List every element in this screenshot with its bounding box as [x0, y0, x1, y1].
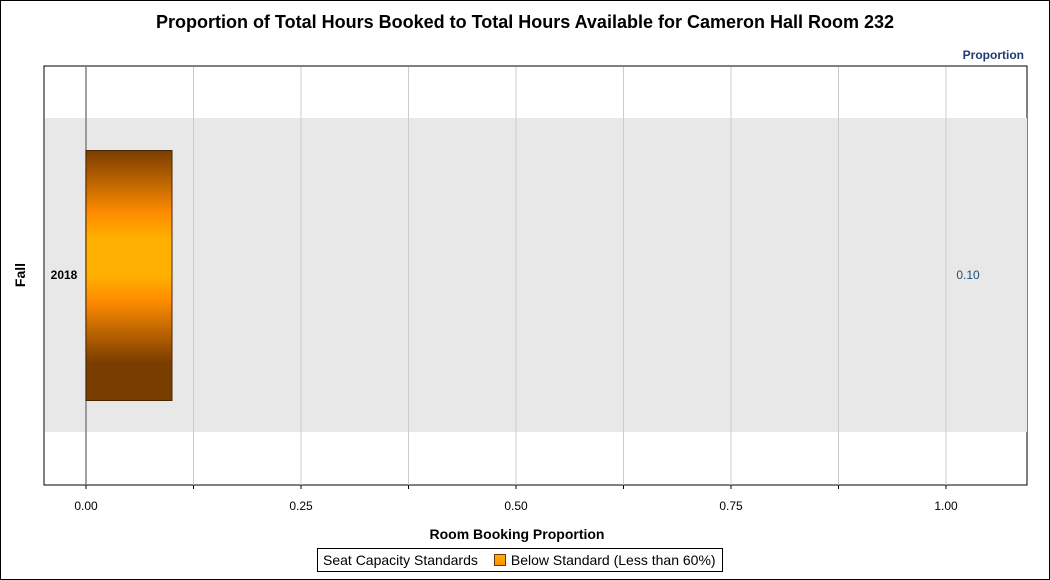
category-band-2018 — [45, 118, 1027, 432]
legend-entry-below-standard: Below Standard (Less than 60%) — [510, 552, 716, 568]
bar-2018 — [85, 150, 173, 401]
value-axis-caption: Proportion — [963, 48, 1024, 62]
chart-title: Proportion of Total Hours Booked to Tota… — [156, 12, 894, 32]
x-tick-label: 0.50 — [504, 499, 528, 513]
legend: Seat Capacity Standards Below Standard (… — [317, 548, 723, 572]
category-label-2018: 2018 — [51, 268, 78, 282]
x-axis-label: Room Booking Proportion — [430, 526, 605, 542]
x-tick-label: 0.00 — [74, 499, 98, 513]
legend-title: Seat Capacity Standards — [323, 552, 478, 568]
x-tick-label: 0.25 — [289, 499, 313, 513]
data-label-2018: 0.10 — [956, 268, 980, 282]
x-tick-label: 0.75 — [719, 499, 743, 513]
x-tick-label: 1.00 — [934, 499, 958, 513]
legend-swatch-below-standard — [493, 554, 506, 566]
y-axis-label: Fall — [12, 263, 28, 287]
